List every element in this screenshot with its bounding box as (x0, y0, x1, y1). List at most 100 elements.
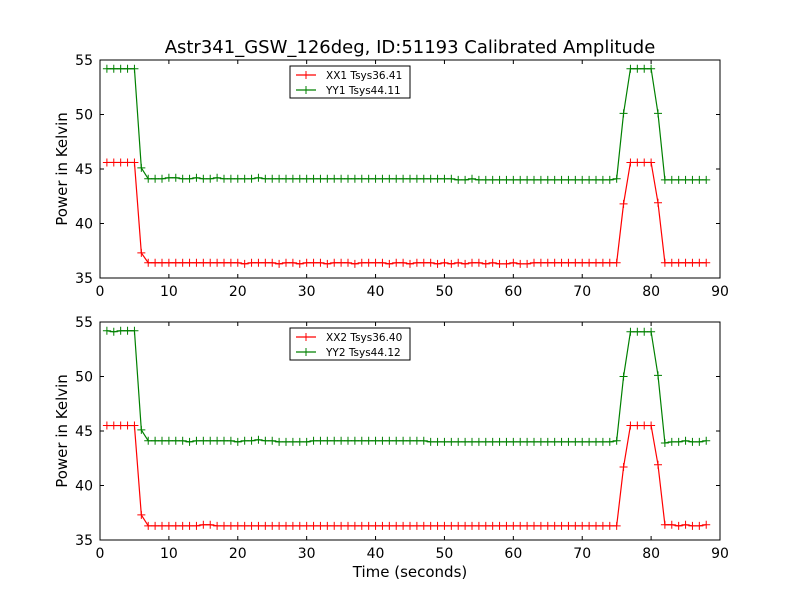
data-point (688, 258, 697, 267)
data-point (295, 521, 304, 530)
data-point (461, 175, 470, 184)
series-2-1 (102, 421, 711, 530)
data-point (509, 521, 518, 530)
data-point (454, 521, 463, 530)
data-point (226, 521, 235, 530)
data-point (109, 421, 118, 430)
data-point (158, 436, 166, 445)
legend-marker (302, 86, 310, 94)
data-point (702, 175, 711, 184)
data-point (654, 460, 662, 469)
data-point (681, 436, 690, 445)
data-point (144, 174, 153, 183)
data-point (399, 258, 408, 267)
legend-entry: XX1 Tsys36.41 (296, 70, 402, 82)
data-point (268, 258, 277, 267)
y-tick-label: 50 (75, 370, 93, 386)
data-point (399, 174, 408, 183)
data-point (695, 437, 704, 446)
data-point (378, 174, 387, 183)
data-point (592, 521, 600, 530)
data-point (557, 175, 566, 184)
data-point (357, 174, 366, 183)
x-tick-label: 10 (160, 284, 178, 300)
data-point (282, 258, 290, 267)
data-point (302, 437, 311, 446)
data-point (502, 437, 511, 446)
data-point (295, 174, 304, 183)
data-point (598, 175, 607, 184)
data-point (578, 437, 587, 446)
data-point (350, 259, 359, 268)
y-axis-label: Power in Kelvin (53, 374, 71, 488)
legend-marker (302, 71, 310, 79)
data-point (406, 259, 414, 268)
data-point (109, 64, 118, 73)
data-point (378, 436, 387, 445)
data-point (268, 174, 277, 183)
data-point (178, 521, 187, 530)
data-point (330, 174, 339, 183)
data-point (695, 521, 704, 530)
data-point (337, 258, 346, 267)
y-tick-label: 55 (75, 53, 93, 69)
data-point (640, 327, 649, 336)
data-point (419, 258, 428, 267)
data-point (178, 258, 187, 267)
x-tick-label: 60 (504, 546, 522, 562)
x-tick-label: 0 (96, 546, 105, 562)
data-point (164, 173, 173, 182)
data-point (288, 258, 297, 267)
data-point (192, 258, 201, 267)
data-point (158, 521, 166, 530)
data-point (316, 174, 325, 183)
data-point (433, 521, 442, 530)
data-point (171, 436, 180, 445)
data-point (557, 521, 566, 530)
data-point (254, 521, 263, 530)
data-point (295, 437, 304, 446)
data-point (502, 521, 511, 530)
x-tick-label: 90 (711, 546, 729, 562)
data-point (578, 175, 587, 184)
data-point (592, 175, 600, 184)
data-point (667, 258, 676, 267)
data-point (123, 158, 132, 167)
y-tick-label: 55 (75, 315, 93, 331)
legend-label: YY2 Tsys44.12 (325, 347, 401, 359)
data-point (495, 175, 504, 184)
data-point (137, 248, 146, 257)
data-point (495, 437, 504, 446)
data-point (530, 521, 538, 530)
data-point (151, 174, 160, 183)
data-point (440, 258, 449, 267)
data-point (350, 436, 359, 445)
data-point (564, 437, 573, 446)
data-point (206, 174, 215, 183)
data-point (357, 521, 366, 530)
data-point (523, 259, 532, 268)
data-point (130, 421, 139, 430)
data-point (468, 258, 476, 267)
data-point (261, 521, 270, 530)
data-point (702, 258, 711, 267)
data-point (681, 175, 690, 184)
data-point (654, 198, 662, 207)
data-point (206, 520, 215, 529)
data-point (233, 258, 242, 267)
legend: XX2 Tsys36.40 YY2 Tsys44.12 (289, 327, 411, 361)
subplot-2: 0 10 20 30 40 50 60 70 80 90 35 40 45 50 55 Power in Ke… (53, 315, 729, 581)
data-point (309, 436, 318, 445)
data-point (550, 521, 559, 530)
data-point (233, 437, 242, 446)
data-point (213, 258, 222, 267)
data-point (171, 173, 180, 182)
data-point (516, 175, 525, 184)
data-point (357, 258, 366, 267)
x-tick-label: 90 (711, 284, 729, 300)
data-point (371, 174, 380, 183)
data-point (667, 520, 676, 529)
data-point (399, 521, 408, 530)
data-point (233, 174, 242, 183)
data-point (488, 521, 497, 530)
